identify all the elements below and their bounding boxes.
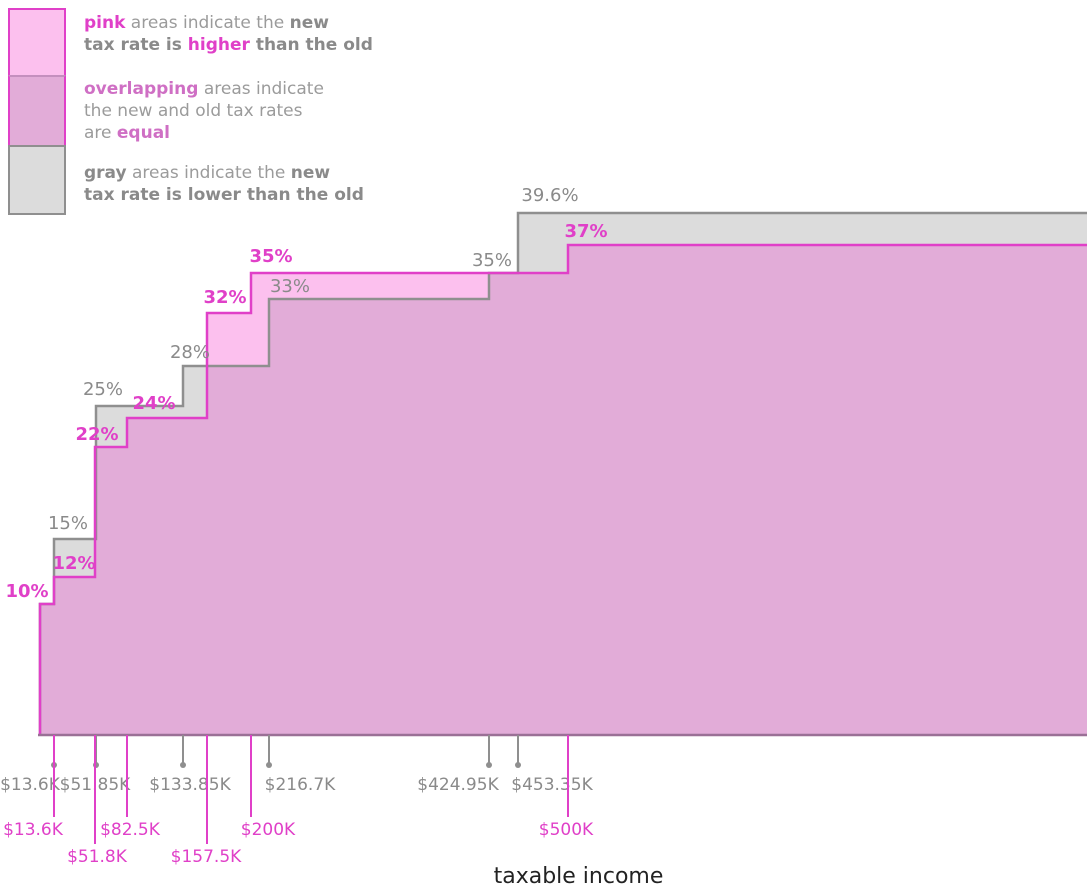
new-threshold-label: $13.6K: [3, 820, 64, 840]
old-threshold-dot: [515, 762, 521, 768]
old-threshold-dot: [266, 762, 272, 768]
legend-swatch-gray: [8, 145, 66, 215]
legend-gray-text: areas indicate the: [126, 163, 291, 183]
legend-pink-new: new: [289, 13, 329, 33]
old-threshold-label: $453.35K: [511, 775, 593, 795]
legend-pink-line2c: than the old: [249, 35, 373, 55]
new-threshold-label: $500K: [539, 820, 594, 840]
legend-text-pink: pink areas indicate the new tax rate is …: [84, 12, 373, 56]
new-rate-label: 35%: [249, 246, 292, 267]
legend-pink-line2a: tax rate is: [84, 35, 188, 55]
old-rate-label: 28%: [170, 342, 210, 363]
old-rate-label: 35%: [472, 250, 512, 271]
old-threshold-label: $13.6K: [0, 775, 61, 795]
new-threshold-label: $200K: [241, 820, 296, 840]
legend-swatch-overlap: [8, 75, 66, 145]
old-rate-label: 25%: [83, 379, 123, 400]
legend-overlap-keyword: overlapping: [84, 79, 199, 99]
legend-gray-line2c: than the old: [240, 185, 364, 205]
old-rate-label: 33%: [270, 276, 310, 297]
overlap-area: [40, 245, 1087, 735]
legend-swatch-pink: [8, 8, 66, 75]
legend-overlap-text: areas indicate: [198, 79, 324, 99]
legend-pink-higher: higher: [187, 35, 250, 55]
legend-overlap-line3a: are: [84, 123, 117, 143]
new-rate-line: [38, 243, 1087, 735]
legend-gray-keyword: gray: [84, 163, 127, 183]
new-rate-label: 22%: [75, 424, 118, 445]
legend-gray-lower: lower: [187, 185, 241, 205]
legend-pink-keyword: pink: [84, 13, 126, 33]
legend-text-gray: gray areas indicate the new tax rate is …: [84, 162, 364, 206]
old-rate-label: 15%: [48, 513, 88, 534]
new-rate-label: 24%: [132, 393, 175, 414]
old-threshold-label: $133.85K: [149, 775, 231, 795]
legend-pink-text: areas indicate the: [125, 13, 290, 33]
legend-overlap-line2: the new and old tax rates: [84, 101, 303, 121]
new-threshold-label: $51.8K: [67, 847, 128, 867]
legend-gray-new: new: [290, 163, 331, 183]
new-rate-label: 10%: [5, 581, 48, 602]
old-threshold-dot: [180, 762, 186, 768]
new-threshold-label: $82.5K: [100, 820, 161, 840]
legend-text-overlap: overlapping areas indicate the new and o…: [84, 78, 324, 144]
new-threshold-label: $157.5K: [171, 847, 242, 867]
legend-gray-line2a: tax rate is: [84, 185, 188, 205]
new-rate-label: 32%: [203, 287, 246, 308]
old-threshold-label: $216.7K: [265, 775, 336, 795]
old-rate-label: 39.6%: [521, 185, 578, 206]
legend-overlap-equal: equal: [116, 123, 171, 143]
new-rate-label: 37%: [564, 221, 607, 242]
x-axis-label: taxable income: [493, 864, 664, 889]
old-threshold-label: $424.95K: [417, 775, 499, 795]
new-rate-label: 12%: [52, 553, 95, 574]
old-threshold-dot: [486, 762, 492, 768]
